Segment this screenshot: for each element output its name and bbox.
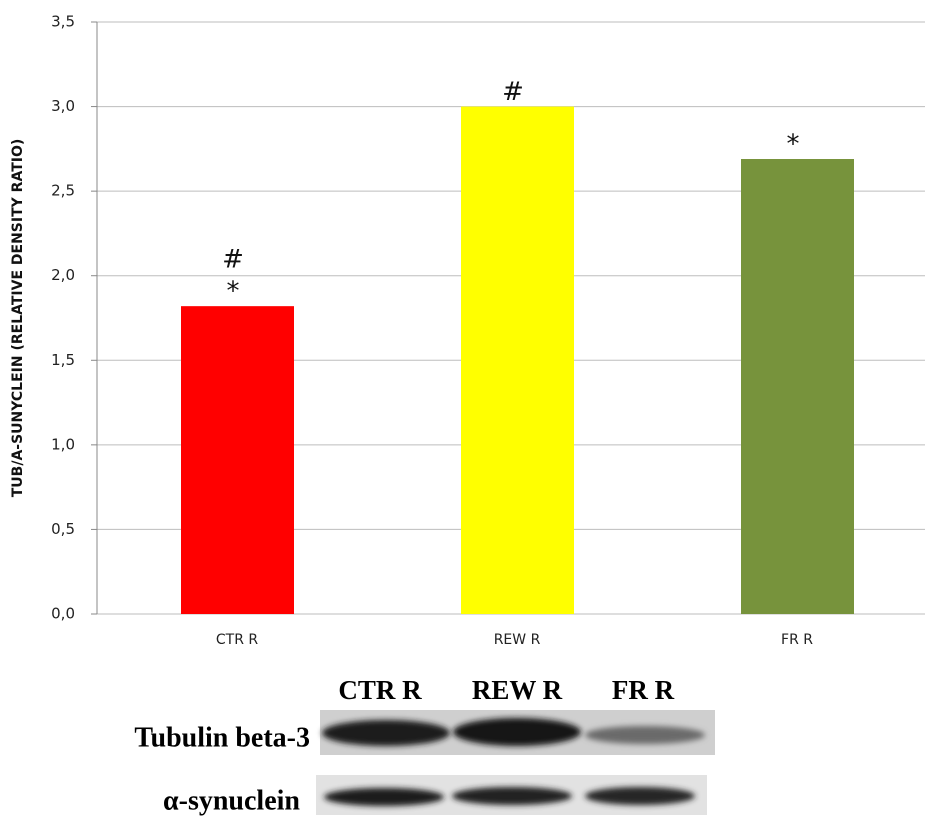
- row-label: Tubulin beta-3: [134, 722, 310, 753]
- y-tick-label: 2,5: [51, 182, 75, 200]
- y-tick-label: 0,0: [51, 605, 75, 623]
- bar: [181, 306, 294, 614]
- lane-label: FR R: [612, 675, 675, 705]
- band: [452, 787, 572, 805]
- significance-mark: #: [222, 245, 244, 275]
- row-label: α-synuclein: [163, 785, 300, 816]
- figure: TUB/A-SUNYCLEIN (RELATIVE DENSITY RATIO)…: [0, 0, 927, 817]
- x-tick-label: FR R: [781, 632, 813, 648]
- y-tick-label: 3,5: [51, 13, 75, 31]
- x-tick-label: REW R: [494, 632, 541, 648]
- band: [322, 720, 450, 746]
- bar: [741, 159, 854, 614]
- significance-mark: *: [227, 277, 240, 307]
- bar: [461, 107, 574, 614]
- y-tick-label: 2,0: [51, 266, 75, 284]
- band: [585, 726, 705, 744]
- lane-label: REW R: [472, 675, 563, 705]
- y-tick-label: 3,0: [51, 97, 75, 115]
- y-tick-label: 1,5: [51, 351, 75, 369]
- western-blot: CTR R REW R FR R Tubulin beta-3 α-synucl…: [134, 675, 715, 816]
- y-tick-label: 0,5: [51, 520, 75, 538]
- x-tick-label: CTR R: [216, 632, 259, 648]
- y-tick-label: 1,0: [51, 435, 75, 453]
- significance-mark: *: [787, 130, 800, 160]
- band: [585, 787, 695, 805]
- band: [324, 788, 444, 806]
- lane-label: CTR R: [338, 675, 422, 705]
- significance-mark: #: [502, 77, 524, 107]
- band: [453, 718, 581, 746]
- y-axis-title: TUB/A-SUNYCLEIN (RELATIVE DENSITY RATIO): [10, 139, 26, 498]
